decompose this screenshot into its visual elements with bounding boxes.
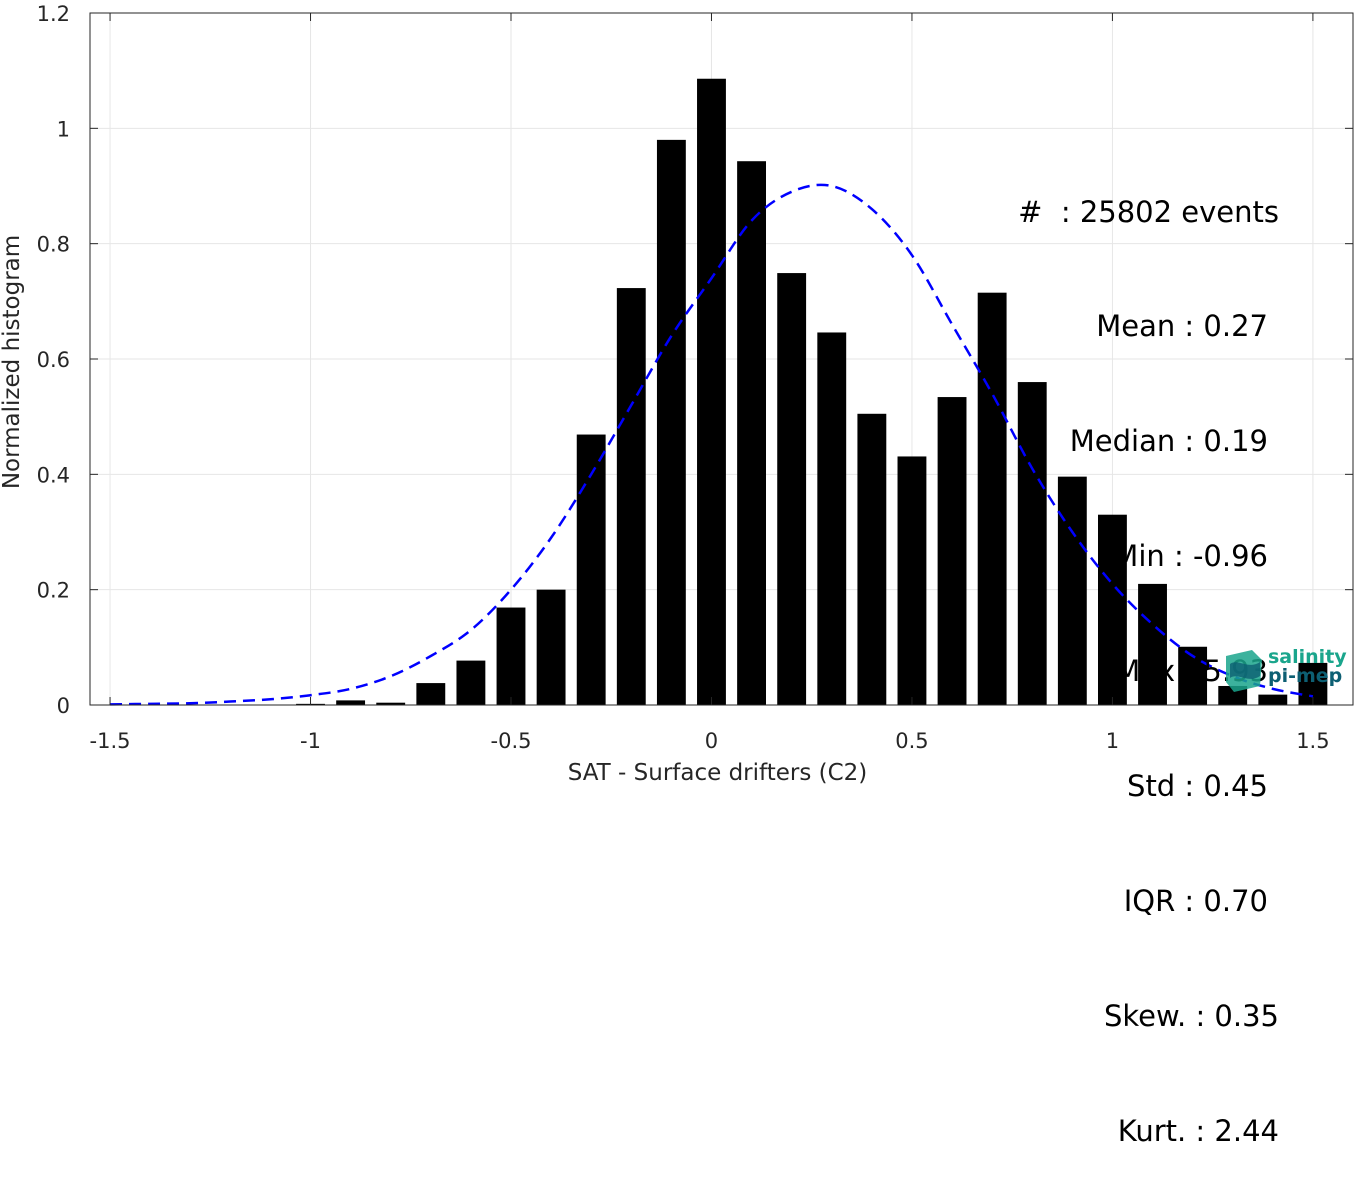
y-tick-label: 0.2: [37, 579, 70, 603]
stat-kurt: Kurt. : 2.44: [1117, 1113, 1279, 1148]
x-tick-label: 1.5: [1296, 729, 1329, 753]
fit-curve: [110, 183, 1314, 706]
histogram-bar: [897, 456, 927, 705]
histogram-bar: [857, 413, 887, 705]
logo-text-pi-mep: pi-mep: [1268, 665, 1343, 687]
histogram-bar: [777, 273, 807, 705]
histogram-bar: [376, 702, 406, 705]
stat-mean: Mean : 0.27: [1096, 309, 1268, 344]
y-tick-label: 0.4: [37, 463, 70, 487]
x-tick-label: 1: [1106, 729, 1119, 753]
x-tick-label: -1.5: [90, 729, 131, 753]
y-axis-label: Normalized histogram: [0, 235, 25, 489]
stat-std: Std : 0.45: [1127, 769, 1268, 804]
histogram-bar: [937, 397, 967, 705]
histogram-bar: [1097, 514, 1127, 705]
y-tick-label: 0: [57, 694, 70, 718]
stat-events: # : 25802 events: [1018, 194, 1279, 229]
wave-icon: [1226, 650, 1262, 692]
x-tick-label: 0.5: [895, 729, 928, 753]
histogram-bar: [977, 292, 1007, 705]
histogram-bars: [296, 78, 1328, 706]
histogram-bar: [1057, 476, 1087, 705]
y-tick-label: 0.6: [37, 348, 70, 372]
histogram-bar: [1138, 583, 1167, 705]
histogram-bar: [656, 139, 686, 705]
stat-skew: Skew. : 0.35: [1103, 998, 1279, 1033]
histogram-bar: [1218, 685, 1248, 705]
stat-median: Median : 0.19: [1069, 424, 1268, 459]
y-tick-label: 1: [57, 117, 70, 141]
stat-min: Min : -0.96: [1113, 539, 1268, 574]
x-tick-label: -1: [300, 729, 321, 753]
histogram-bar: [336, 700, 366, 705]
histogram-bar: [697, 78, 726, 706]
histogram-bar: [817, 332, 847, 705]
x-tick-label: -0.5: [491, 729, 532, 753]
histogram-chart: -1.5 -1 -0.5 0 0.5 1 1.5 0 0.2 0.4 0.6 0.8 1 1.2 SAT …: [0, 2, 1354, 785]
salinity-pi-mep-logo: salinity pi-mep: [1222, 646, 1347, 696]
x-axis-label: SAT - Surface drifters (C2): [568, 760, 868, 785]
histogram-bar: [496, 607, 526, 705]
logo-text-salinity: salinity: [1268, 646, 1347, 668]
histogram-bar: [616, 288, 646, 705]
histogram-bar: [536, 589, 566, 705]
histogram-bar: [1017, 382, 1047, 705]
x-tick-label: 0: [705, 729, 718, 753]
y-tick-label: 1.2: [37, 2, 70, 26]
y-tick-label: 0.8: [37, 233, 70, 257]
histogram-bar: [737, 161, 767, 705]
histogram-bar: [576, 434, 606, 705]
histogram-bar: [416, 683, 446, 705]
axis-ticks: -1.5 -1 -0.5 0 0.5 1 1.5 0 0.2 0.4 0.6 0.8 1 1.2: [37, 2, 1353, 753]
stat-iqr: IQR : 0.70: [1123, 883, 1268, 918]
histogram-bar: [456, 660, 486, 705]
histogram-bar: [1258, 694, 1288, 705]
